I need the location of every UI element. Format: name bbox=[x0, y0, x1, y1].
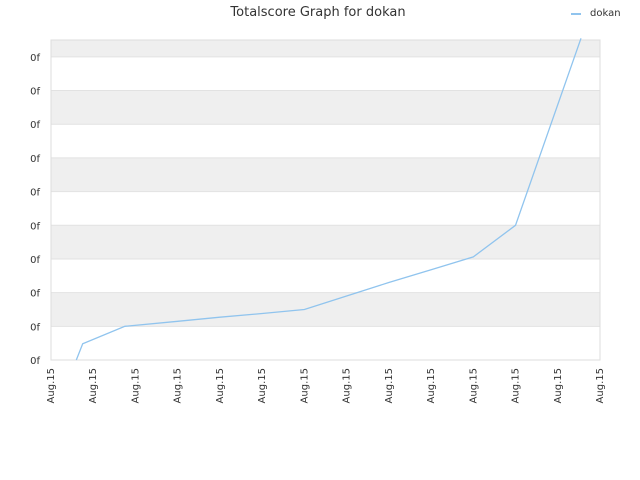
plot-band bbox=[51, 292, 600, 327]
y-tick-label: 0f bbox=[30, 188, 40, 199]
x-tick-label: Aug.15 bbox=[384, 368, 395, 403]
chart-title: Totalscore Graph for dokan bbox=[229, 5, 405, 20]
plot-band bbox=[51, 56, 600, 91]
plot-band bbox=[51, 40, 600, 57]
legend-label-dokan: dokan bbox=[590, 8, 621, 19]
plot-band bbox=[51, 191, 600, 226]
x-tick-label: Aug.15 bbox=[553, 368, 564, 403]
x-tick-label: Aug.15 bbox=[88, 368, 99, 403]
x-tick-label: Aug.15 bbox=[46, 368, 57, 403]
y-tick-label: 0f bbox=[30, 221, 40, 232]
plot-band bbox=[51, 157, 600, 192]
y-tick-label: 0f bbox=[30, 120, 40, 131]
x-tick-label: Aug.15 bbox=[426, 368, 437, 403]
series-layer bbox=[75, 38, 582, 361]
y-tick-label: 0f bbox=[30, 87, 40, 98]
x-tick-label: Aug.15 bbox=[130, 368, 141, 403]
x-tick-label: Aug.15 bbox=[173, 368, 184, 403]
plot-band bbox=[51, 90, 600, 125]
plot-band bbox=[51, 225, 600, 259]
x-tick-label: Aug.15 bbox=[468, 368, 479, 403]
plot-band bbox=[51, 258, 600, 293]
grid-lines bbox=[51, 56, 600, 361]
y-tick-label: 0f bbox=[30, 154, 40, 165]
y-tick-label: 0f bbox=[30, 255, 40, 266]
y-tick-label: 0f bbox=[30, 53, 40, 64]
x-tick-label: Aug.15 bbox=[257, 368, 268, 403]
series-line-dokan bbox=[75, 38, 582, 361]
y-tick-label: 0f bbox=[30, 322, 40, 333]
plot-band bbox=[51, 326, 600, 360]
x-axis-ticks: Aug.15 Aug.15 Aug.15 Aug.15 Aug.15 Aug.15 Aug.… bbox=[46, 368, 606, 403]
y-tick-label: 0f bbox=[30, 289, 40, 300]
x-tick-label: Aug.15 bbox=[595, 368, 606, 403]
y-tick-label: 0f bbox=[30, 356, 40, 367]
plot-band bbox=[51, 124, 600, 158]
legend: dokan bbox=[571, 8, 621, 19]
plot-border bbox=[50, 39, 601, 361]
x-tick-label: Aug.15 bbox=[215, 368, 226, 403]
plot-bands bbox=[51, 40, 600, 360]
x-tick-label: Aug.15 bbox=[511, 368, 522, 403]
x-tick-label: Aug.15 bbox=[342, 368, 353, 403]
x-tick-label: Aug.15 bbox=[299, 368, 310, 403]
y-axis-ticks: 0f 0f 0f 0f 0f 0f 0f 0f 0f 0f bbox=[30, 53, 40, 367]
